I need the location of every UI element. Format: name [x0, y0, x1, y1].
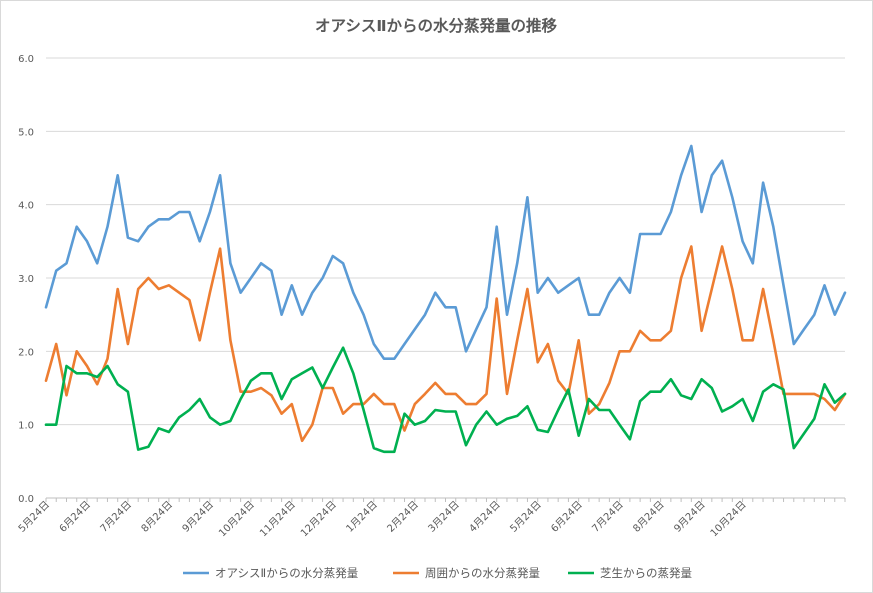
- y-tick-label: 5.0: [18, 127, 34, 138]
- series-lines: [44, 144, 847, 454]
- x-tick-label: 9月24日: [672, 499, 708, 535]
- x-tick-label: 9月24日: [180, 499, 216, 535]
- series-line-3: [44, 346, 847, 454]
- x-tick-label: 10月24日: [708, 499, 749, 540]
- x-tick-label: 8月24日: [139, 499, 175, 535]
- y-tick-label: 1.0: [18, 421, 34, 432]
- legend-label-3: 芝生からの蒸発量: [600, 566, 692, 580]
- x-tick-label: 6月24日: [549, 499, 585, 535]
- y-tick-label: 3.0: [18, 274, 34, 285]
- chart-title: オアシスⅡからの水分蒸発量の推移: [315, 16, 558, 35]
- x-tick-label: 1月24日: [344, 499, 380, 535]
- x-tick-label: 12月24日: [298, 499, 339, 540]
- x-axis: 5月24日 6月24日 7月24日 8月24日 9月24日 10月24日 11月24日 12月…: [16, 498, 846, 540]
- x-tick-label: 7月24日: [590, 499, 626, 535]
- y-tick-label: 2.0: [18, 347, 34, 358]
- x-tick-label: 10月24日: [216, 499, 257, 540]
- legend-label-2: 周囲からの水分蒸発量: [425, 566, 540, 580]
- x-tick-label: 4月24日: [467, 499, 503, 535]
- x-tick-label: 7月24日: [98, 499, 134, 535]
- series-line-1: [44, 144, 847, 361]
- x-tick-label: 3月24日: [426, 499, 462, 535]
- y-tick-label: 4.0: [18, 201, 34, 212]
- x-tick-label: 2月24日: [385, 499, 421, 535]
- x-tick-label: 11月24日: [257, 499, 298, 540]
- x-tick-label: 6月24日: [57, 499, 93, 535]
- y-axis-tick-labels: 0.0 1.0 2.0 3.0 4.0 5.0 6.0: [18, 54, 34, 505]
- y-tick-label: 6.0: [18, 54, 34, 65]
- x-tick-label: 5月24日: [508, 499, 544, 535]
- y-tick-label: 0.0: [18, 494, 34, 505]
- series-line-2: [44, 245, 847, 443]
- legend: オアシスⅡからの水分蒸発量 周囲からの水分蒸発量 芝生からの蒸発量: [183, 566, 692, 580]
- legend-label-1: オアシスⅡからの水分蒸発量: [215, 566, 358, 580]
- x-tick-label: 8月24日: [631, 499, 667, 535]
